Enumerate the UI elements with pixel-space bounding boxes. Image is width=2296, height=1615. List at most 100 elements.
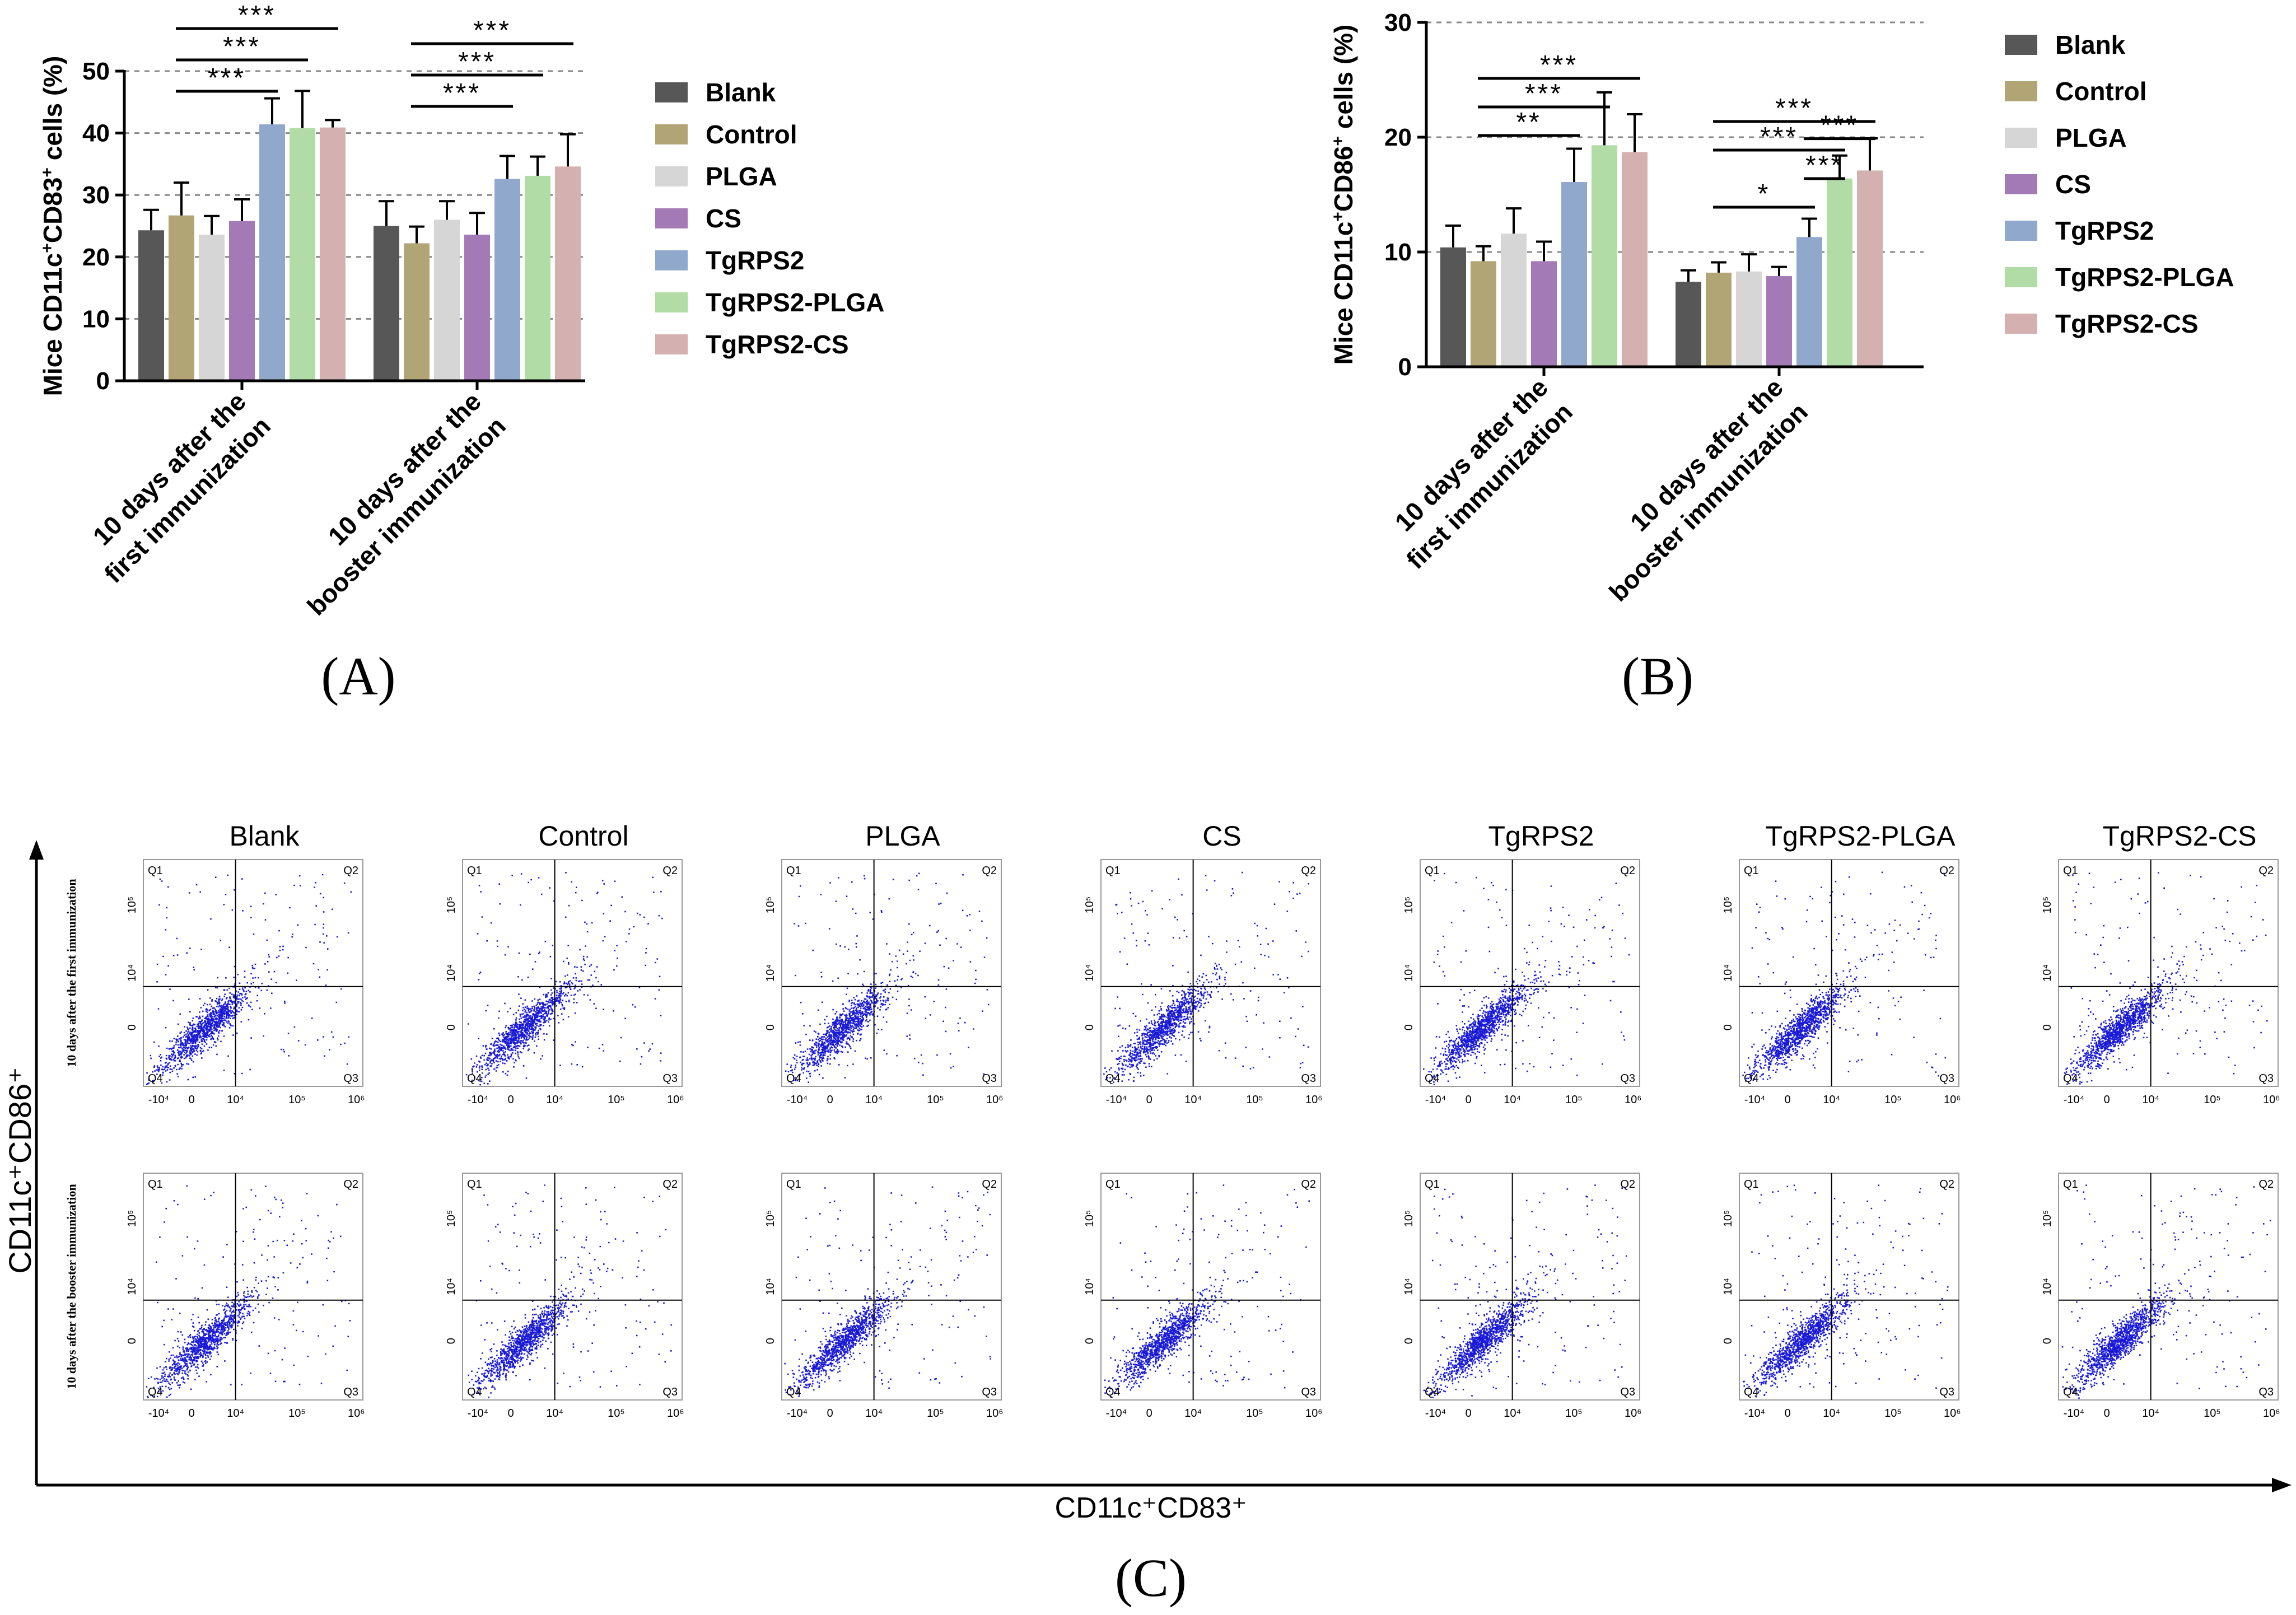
legend-label: TgRPS2-CS [706, 330, 849, 359]
legend-swatch [655, 208, 688, 228]
significance-label: * [1758, 179, 1771, 209]
quadrant-label-q1: Q1 [786, 865, 801, 877]
quadrant-label-q1: Q1 [2063, 865, 2078, 877]
y-axis-label-part: cells (%) [1329, 25, 1358, 136]
quadrant-label-q4: Q4 [467, 1072, 482, 1085]
legend-label: Control [2055, 77, 2147, 106]
x-tick-label: -10⁴ [1744, 1094, 1766, 1106]
x-tick-label: -10⁴ [148, 1094, 170, 1106]
y-tick-label: 10⁴ [1403, 964, 1415, 982]
dot-plot: Q1 Q2 Q3 Q4 0 10⁴ 10⁵ -10⁴ 0 10⁴ 10⁵ 10⁶ [1722, 1173, 1961, 1420]
x-tick-label: 10⁶ [1625, 1094, 1641, 1106]
events-dots [468, 1184, 673, 1398]
dot-plot: Q1 Q2 Q3 Q4 0 10⁴ 10⁵ -10⁴ 0 10⁴ 10⁵ 10⁶ [764, 1173, 1003, 1420]
dot-plot: Q1 Q2 Q3 Q4 0 10⁴ 10⁵ -10⁴ 0 10⁴ 10⁵ 10⁶ [764, 859, 1003, 1106]
events-dots [146, 1185, 351, 1398]
x-tick-label: -10⁴ [1744, 1407, 1766, 1420]
x-tick-label: -10⁴ [148, 1407, 170, 1420]
legend-swatch [655, 250, 688, 270]
plot-frame [143, 1173, 363, 1401]
events-dots [2064, 872, 2268, 1085]
quadrant-label-q4: Q4 [786, 1072, 801, 1085]
quadrant-label-q1: Q1 [786, 1178, 801, 1191]
legend-swatch [2005, 128, 2037, 148]
x-tick-label: 10⁵ [927, 1094, 944, 1106]
legend-swatch [655, 292, 688, 312]
bar-tgrps2-0 [259, 124, 285, 381]
significance-label: *** [1775, 94, 1813, 123]
row-label: 10 days after the first immunization [64, 879, 78, 1067]
bar-tgrps2-plga-1 [1827, 178, 1852, 367]
legend-label: TgRPS2-PLGA [2055, 263, 2234, 292]
y-axis-label-part: CD83 [38, 178, 67, 244]
significance-label: *** [208, 63, 246, 93]
y-tick-label: 10⁴ [1722, 964, 1734, 982]
dot-plot: Q1 Q2 Q3 Q4 0 10⁴ 10⁵ -10⁴ 0 10⁴ 10⁵ 10⁶ [2041, 1173, 2280, 1420]
y-tick-label: 0 [126, 1338, 138, 1344]
x-tick-label: 10⁴ [227, 1094, 244, 1106]
bar-cs-0 [1531, 261, 1557, 367]
y-axis-label: CD11c⁺CD86⁺ [2, 1067, 38, 1273]
y-tick-label: 10 [82, 305, 110, 333]
dot-plot: Q1 Q2 Q3 Q4 0 10⁴ 10⁵ -10⁴ 0 10⁴ 10⁵ 10⁶ [1084, 1173, 1322, 1420]
x-tick-label: 10⁴ [1504, 1094, 1521, 1106]
bar-plga-1 [434, 220, 460, 381]
quadrant-label-q4: Q4 [1105, 1072, 1121, 1085]
legend-label: Blank [706, 78, 776, 107]
bar-tgrps2-cs-1 [555, 166, 581, 381]
legend-swatch [655, 334, 688, 354]
y-tick-label: 0 [764, 1024, 777, 1030]
significance-label: *** [238, 1, 276, 30]
y-tick-label: 40 [82, 120, 110, 147]
category-label: 10 days after thebooster immunization [277, 386, 511, 621]
column-title: Control [538, 820, 628, 852]
bar-tgrps2-cs-0 [320, 127, 346, 381]
x-tick-label: 10⁶ [667, 1407, 684, 1420]
y-tick-label: 10⁴ [1084, 964, 1096, 982]
y-axis-label-part: + [1329, 136, 1347, 146]
quadrant-label-q3: Q3 [343, 1072, 358, 1085]
legend-label: TgRPS2 [706, 246, 804, 275]
x-tick-label: 10⁶ [348, 1407, 365, 1420]
events-dots [2061, 1184, 2271, 1399]
legend-label: CS [706, 204, 741, 233]
x-arrow-head [2272, 1478, 2292, 1492]
y-tick-label: 10 [1384, 239, 1412, 266]
plot-frame [1420, 1173, 1640, 1401]
x-tick-label: 10⁶ [1305, 1407, 1322, 1420]
legend-swatch [2005, 174, 2037, 194]
y-tick-label: 0 [1722, 1338, 1734, 1344]
significance-label: *** [473, 16, 511, 45]
plot-frame [462, 859, 683, 1087]
x-tick-label: 10⁶ [1944, 1407, 1961, 1420]
y-tick-label: 10⁵ [1403, 897, 1415, 914]
quadrant-label-q2: Q2 [1301, 1178, 1316, 1191]
y-tick-label: 10⁴ [445, 964, 458, 982]
x-tick-label: 10⁶ [667, 1094, 684, 1106]
y-tick-label: 0 [1084, 1024, 1096, 1030]
x-tick-label: 0 [508, 1407, 514, 1420]
bar-blank-1 [1676, 282, 1701, 367]
bar-tgrps2-plga-0 [1592, 145, 1617, 367]
y-axis-label-part: + [38, 243, 57, 253]
quadrant-label-q2: Q2 [2258, 865, 2274, 877]
y-tick-label: 0 [96, 367, 110, 395]
bar-control-1 [1706, 272, 1732, 367]
quadrant-label-q3: Q3 [1301, 1386, 1316, 1398]
panel-label-c: (C) [1115, 1548, 1187, 1608]
legend-swatch [2005, 314, 2037, 334]
bar-plga-1 [1736, 271, 1762, 367]
y-tick-label: 0 [1398, 353, 1412, 381]
x-tick-label: 10⁴ [1823, 1094, 1840, 1106]
events-dots [1423, 872, 1630, 1085]
quadrant-label-q4: Q4 [1425, 1386, 1440, 1398]
x-tick-label: 10⁵ [2204, 1407, 2221, 1420]
plot-frame [781, 1173, 1002, 1401]
plot-frame [1100, 1173, 1321, 1401]
x-tick-label: -10⁴ [468, 1094, 489, 1106]
legend-label: PLGA [2055, 123, 2127, 152]
x-tick-label: -10⁴ [787, 1407, 808, 1420]
events-dots [1423, 1184, 1627, 1398]
row-label: 10 days after the booster immunization [64, 1184, 78, 1389]
y-axis-label-part: Mice CD11c [38, 253, 67, 396]
